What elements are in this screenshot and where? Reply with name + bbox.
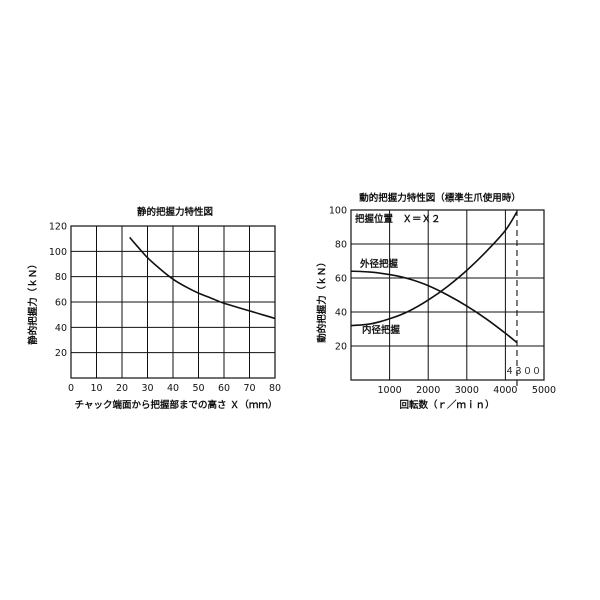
inner-grip-label: 内径把握 (362, 324, 401, 336)
static-chart-y-ticks: 20 40 60 80 100 120 (49, 222, 67, 360)
static-x-tick-label: 0 (68, 383, 74, 394)
dynamic-y-tick-label: 80 (335, 240, 347, 251)
dynamic-chart-y-label: 動的把握力（ｋＮ） (316, 257, 328, 343)
dynamic-chart-x-ticks: 1000 2000 3000 4000 5000 (378, 385, 557, 396)
dynamic-y-tick-label: 20 (335, 342, 347, 353)
static-y-tick-label: 60 (55, 298, 67, 309)
static-y-tick-label: 80 (55, 272, 67, 283)
dynamic-y-tick-label: 60 (335, 274, 347, 285)
dynamic-grip-chart: 動的把握力特性図（標準生爪使用時） 20 40 60 80 100 1000 2000 30… (316, 192, 556, 411)
dynamic-chart-y-ticks: 20 40 60 80 100 (329, 206, 347, 353)
grip-position-annotation: 把握位置 Ｘ＝Ｘ２ (355, 213, 441, 225)
dynamic-x-tick-label: 3000 (455, 385, 479, 396)
static-grip-curve (129, 236, 276, 320)
dynamic-y-tick-label: 40 (335, 308, 347, 319)
inner-grip-curve (350, 211, 518, 327)
static-x-tick-label: 30 (141, 383, 153, 394)
static-y-tick-label: 120 (49, 222, 67, 233)
dynamic-y-tick-label: 100 (329, 206, 347, 217)
outer-grip-curve (350, 270, 518, 344)
static-grip-chart: 静的把握力特性図 20 40 60 80 100 120 0 10 20 30 40 50 60 70 8… (27, 206, 281, 411)
max-speed-label: ４３００ (505, 367, 541, 377)
dynamic-chart-grid (351, 210, 544, 380)
dynamic-chart-title: 動的把握力特性図（標準生爪使用時） (359, 192, 521, 204)
static-x-tick-label: 60 (218, 383, 230, 394)
static-x-tick-label: 50 (192, 383, 204, 394)
dynamic-chart-x-label: 回転数（ｒ／ｍｉｎ） (399, 399, 494, 411)
static-chart-x-ticks: 0 10 20 30 40 50 60 70 80 (68, 383, 281, 394)
static-x-tick-label: 70 (243, 383, 255, 394)
static-y-tick-label: 100 (49, 247, 67, 258)
static-x-tick-label: 20 (116, 383, 128, 394)
outer-grip-label: 外径把握 (359, 258, 399, 270)
static-chart-y-label: 静的把握力（ｋＮ） (27, 259, 39, 345)
static-chart-x-label: チャック端面から把握部までの高さ Ｘ（ｍｍ） (75, 399, 278, 411)
dynamic-x-tick-label: 5000 (532, 385, 556, 396)
static-x-tick-label: 80 (269, 383, 281, 394)
static-x-tick-label: 40 (167, 383, 179, 394)
dynamic-x-tick-label: 2000 (416, 385, 440, 396)
static-x-tick-label: 10 (90, 383, 102, 394)
static-chart-grid (71, 226, 275, 378)
dynamic-chart-frame (350, 209, 545, 381)
static-y-tick-label: 40 (55, 323, 67, 334)
dynamic-x-tick-label: 1000 (378, 385, 402, 396)
dynamic-x-tick-label: 4000 (493, 385, 517, 396)
static-chart-frame (70, 225, 276, 379)
static-chart-title: 静的把握力特性図 (137, 206, 213, 218)
static-y-tick-label: 20 (55, 348, 67, 359)
